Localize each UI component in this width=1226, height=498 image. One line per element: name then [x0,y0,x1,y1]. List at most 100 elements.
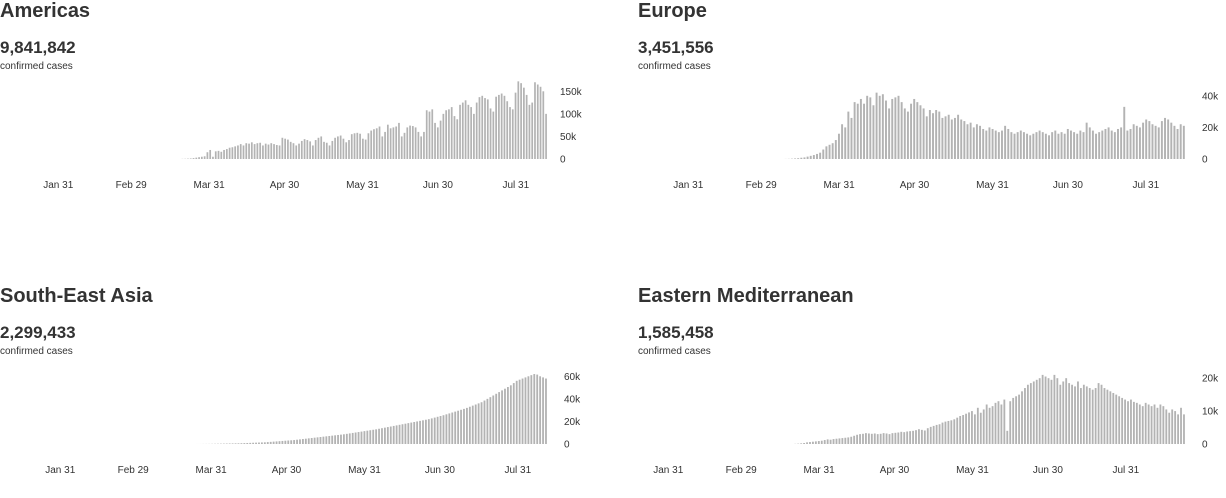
case-label: confirmed cases [638,61,711,72]
daily-cases-bar [439,120,442,159]
daily-cases-bar [278,441,281,444]
daily-cases-bar [988,407,991,444]
daily-cases-bar [1038,130,1041,159]
daily-cases-bar [364,139,367,159]
x-tick-label: Feb 29 [118,465,150,476]
daily-cases-bar [968,412,970,444]
daily-cases-bar [464,100,467,159]
daily-cases-bar [296,439,298,444]
x-tick-label: Jan 31 [43,180,73,191]
daily-cases-bar [906,431,909,444]
x-tick-label: May 31 [348,465,381,476]
daily-cases-bar [350,134,353,159]
daily-cases-bar [340,434,342,444]
daily-cases-bar [334,137,336,159]
daily-cases-bar [436,416,439,444]
daily-cases-bar [865,433,867,444]
region-title: Eastern Mediterranean [638,285,854,307]
case-total: 3,451,556 [638,38,714,57]
daily-cases-bar [812,155,815,159]
x-tick-label: Jun 30 [1053,180,1083,191]
daily-cases-bar [473,113,475,159]
daily-cases-bar [947,420,950,444]
daily-cases-bar [220,151,223,159]
daily-cases-bar [414,127,417,159]
daily-cases-bar [306,140,309,159]
daily-cases-bar [950,420,953,444]
daily-cases-bar [941,422,944,444]
region-title: Americas [0,0,91,22]
daily-cases-bar [1145,119,1148,159]
daily-cases-bar [523,87,525,159]
daily-cases-bar [212,156,214,159]
daily-cases-bar [542,91,545,159]
daily-cases-bar [881,94,884,159]
x-tick-label: Jul 31 [1112,465,1139,476]
daily-cases-bar [302,439,304,444]
daily-cases-bar [317,137,320,159]
daily-cases-bar [406,127,409,159]
daily-cases-bar [1098,132,1101,159]
daily-cases-bar [281,440,284,444]
daily-cases-bar [891,98,894,159]
daily-cases-bar [354,432,357,444]
daily-cases-bar [270,143,273,159]
daily-cases-bar [234,146,237,159]
daily-cases-bar [966,124,969,159]
daily-cases-bar [1024,388,1026,444]
daily-cases-bar [1085,122,1088,159]
daily-cases-bar [894,432,897,444]
daily-cases-bar [1168,412,1171,444]
x-tick-label: Feb 29 [746,180,778,191]
daily-cases-bar [1041,132,1044,159]
daily-cases-bar [506,101,509,159]
daily-cases-bar [287,139,289,159]
daily-cases-bar [1007,128,1010,159]
x-tick-label: Mar 31 [804,465,836,476]
daily-cases-bar [938,111,941,159]
daily-cases-bar [800,157,803,159]
daily-cases-bar [1123,106,1126,159]
daily-cases-bar [253,144,256,159]
daily-cases-bar [239,144,242,159]
daily-cases-bar [1182,125,1185,159]
y-tick-label: 0 [564,440,570,451]
daily-cases-bar [359,133,361,159]
daily-cases-bar [320,136,323,159]
daily-cases-bar [1094,388,1097,444]
daily-cases-bar [495,96,497,159]
daily-cases-bar [991,406,994,444]
daily-cases-bar [225,149,228,159]
daily-cases-bar [1151,124,1154,159]
daily-cases-bar [1026,384,1029,444]
daily-cases-bar [869,97,872,159]
daily-cases-bar [1057,133,1060,159]
daily-cases-bar [351,432,354,444]
daily-cases-bar [468,406,471,444]
daily-cases-bar [915,430,917,444]
daily-cases-bar [284,440,287,444]
daily-cases-bar [1082,132,1085,159]
daily-cases-bar [264,143,267,159]
daily-cases-bar [1177,414,1179,445]
x-tick-label: Jun 30 [1033,465,1063,476]
daily-cases-bar [337,136,339,159]
daily-cases-bar [266,442,269,444]
daily-cases-bar [1124,399,1126,444]
daily-cases-bar [929,426,932,444]
daily-cases-bar [234,443,237,444]
case-total: 2,299,433 [0,323,76,342]
daily-cases-bar [474,404,477,444]
region-title: Europe [638,0,707,22]
daily-cases-bar [289,141,292,159]
daily-cases-bar [859,98,862,159]
x-tick-label: Apr 30 [900,180,930,191]
daily-cases-bar [879,433,882,444]
daily-cases-bar [794,158,797,159]
daily-cases-bar [1000,404,1003,444]
daily-cases-bar [1167,119,1170,159]
daily-cases-bar [536,374,539,444]
daily-cases-bar [292,143,295,159]
daily-cases-bar [457,410,460,444]
x-tick-label: Apr 30 [270,180,300,191]
